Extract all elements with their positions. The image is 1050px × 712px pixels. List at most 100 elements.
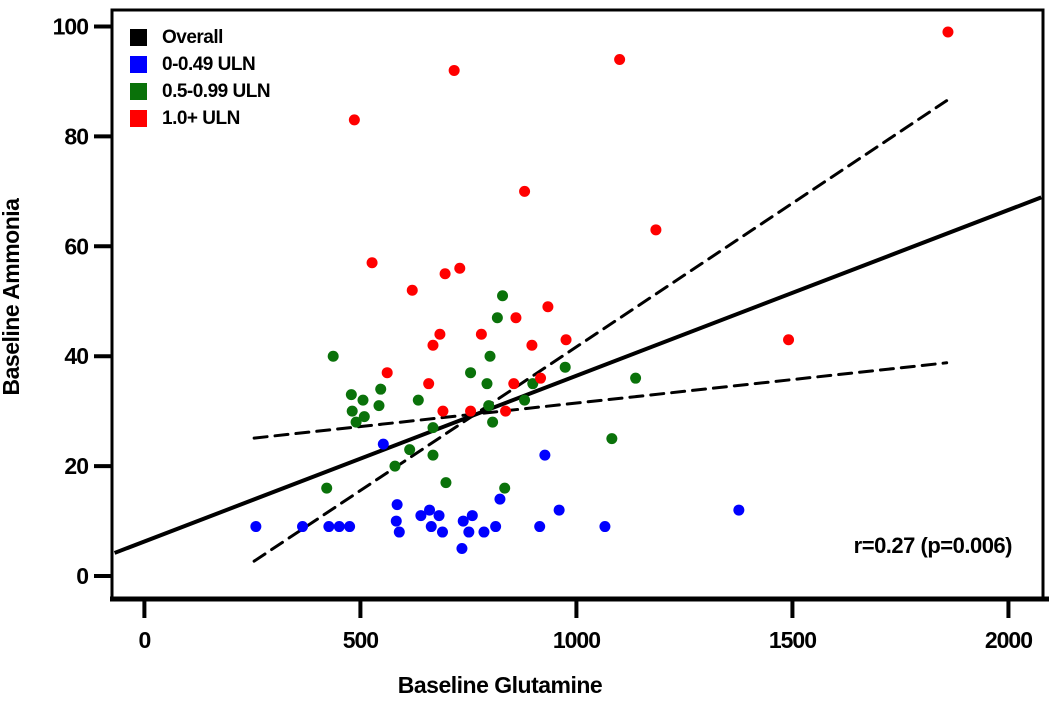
legend-label-overall: Overall [162, 26, 223, 48]
data-point-red [439, 268, 451, 280]
data-point-blue [599, 521, 611, 533]
data-point-green [404, 444, 416, 456]
data-point-green [321, 482, 333, 494]
data-point-blue [390, 515, 402, 527]
data-point-blue [436, 526, 448, 538]
legend: Overall 0-0.49 ULN 0.5-0.99 ULN 1.0+ ULN [130, 24, 271, 132]
data-point-green [427, 422, 439, 434]
data-point-blue [393, 526, 405, 538]
data-point-green [412, 394, 424, 406]
y-axis-title: Baseline Ammonia [0, 198, 24, 396]
legend-row-high: 1.0+ ULN [130, 105, 270, 132]
y-tick-label: 60 [64, 233, 88, 259]
data-point-blue [539, 449, 551, 461]
correlation-annotation: r=0.27 (p=0.006) [853, 533, 1013, 558]
x-tick-label: 2000 [985, 627, 1032, 653]
data-point-green [465, 367, 477, 379]
legend-row-low: 0-0.49 ULN [130, 51, 270, 78]
data-point-green [389, 460, 401, 472]
data-point-green [483, 400, 495, 412]
data-point-blue [478, 526, 490, 538]
data-point-green [427, 449, 439, 461]
x-tick-label: 500 [343, 627, 379, 653]
data-point-green [327, 350, 339, 362]
y-tick-label: 0 [76, 563, 88, 589]
data-point-green [345, 389, 357, 401]
data-point-red [614, 53, 626, 65]
lower-ci-line [252, 361, 949, 440]
data-point-red [535, 372, 547, 384]
y-tick-label: 20 [64, 453, 88, 479]
data-point-blue [344, 521, 356, 533]
regression-line [113, 195, 1042, 555]
data-point-blue [333, 521, 345, 533]
data-point-blue [457, 515, 469, 527]
data-point-green [373, 400, 385, 412]
data-point-blue [323, 521, 335, 533]
y-tick-label: 100 [53, 13, 89, 39]
data-point-red [542, 301, 554, 313]
legend-row-mid: 0.5-0.99 ULN [130, 78, 271, 105]
data-point-red [942, 26, 954, 38]
data-point-green [487, 416, 499, 428]
data-point-blue [377, 438, 389, 450]
data-point-red [526, 339, 538, 351]
data-point-red [519, 185, 531, 197]
data-point-red [366, 257, 378, 269]
data-point-red [427, 339, 439, 351]
data-point-red [406, 284, 418, 296]
data-point-red [454, 262, 466, 274]
data-point-blue [553, 504, 565, 516]
data-point-green [357, 394, 369, 406]
data-point-red [500, 405, 512, 417]
legend-swatch-mid [130, 83, 147, 100]
data-point-blue [425, 521, 437, 533]
data-point-green [519, 394, 531, 406]
data-point-green [630, 372, 642, 384]
data-point-green [481, 378, 493, 390]
data-point-red [381, 367, 393, 379]
data-point-blue [456, 543, 468, 555]
data-point-red [348, 114, 360, 126]
data-point-red [650, 224, 662, 236]
data-point-red [560, 334, 572, 346]
legend-label-mid: 0.5-0.99 ULN [162, 80, 271, 102]
data-point-blue [494, 493, 506, 505]
data-point-green [346, 405, 358, 417]
data-point-green [484, 350, 496, 362]
data-point-green [497, 290, 509, 302]
data-point-blue [733, 504, 745, 516]
x-tick-label: 1000 [553, 627, 600, 653]
y-tick-label: 40 [64, 343, 88, 369]
data-point-green [559, 361, 571, 373]
data-point-blue [466, 510, 478, 522]
y-tick-label: 80 [64, 123, 88, 149]
data-point-red [510, 312, 522, 324]
data-point-blue [534, 521, 546, 533]
legend-row-overall: Overall [130, 24, 270, 51]
data-point-blue [463, 526, 475, 538]
data-point-green [350, 416, 362, 428]
legend-swatch-low [130, 56, 147, 73]
data-point-blue [415, 510, 427, 522]
data-point-red [475, 328, 487, 340]
legend-swatch-high [130, 110, 147, 127]
data-point-blue [391, 499, 403, 511]
data-point-red [508, 378, 520, 390]
data-point-green [606, 433, 618, 445]
legend-swatch-overall [130, 29, 147, 46]
data-point-green [527, 378, 539, 390]
upper-ci-line [252, 99, 949, 563]
x-axis-title: Baseline Glutamine [397, 672, 603, 698]
data-point-green [491, 312, 503, 324]
data-point-red [434, 328, 446, 340]
data-point-green [358, 411, 370, 423]
data-point-red [448, 64, 460, 76]
data-point-blue [490, 521, 502, 533]
data-point-red [783, 334, 795, 346]
data-point-green [375, 383, 387, 395]
legend-label-high: 1.0+ ULN [162, 107, 240, 129]
data-point-blue [250, 521, 262, 533]
data-point-red [423, 378, 435, 390]
